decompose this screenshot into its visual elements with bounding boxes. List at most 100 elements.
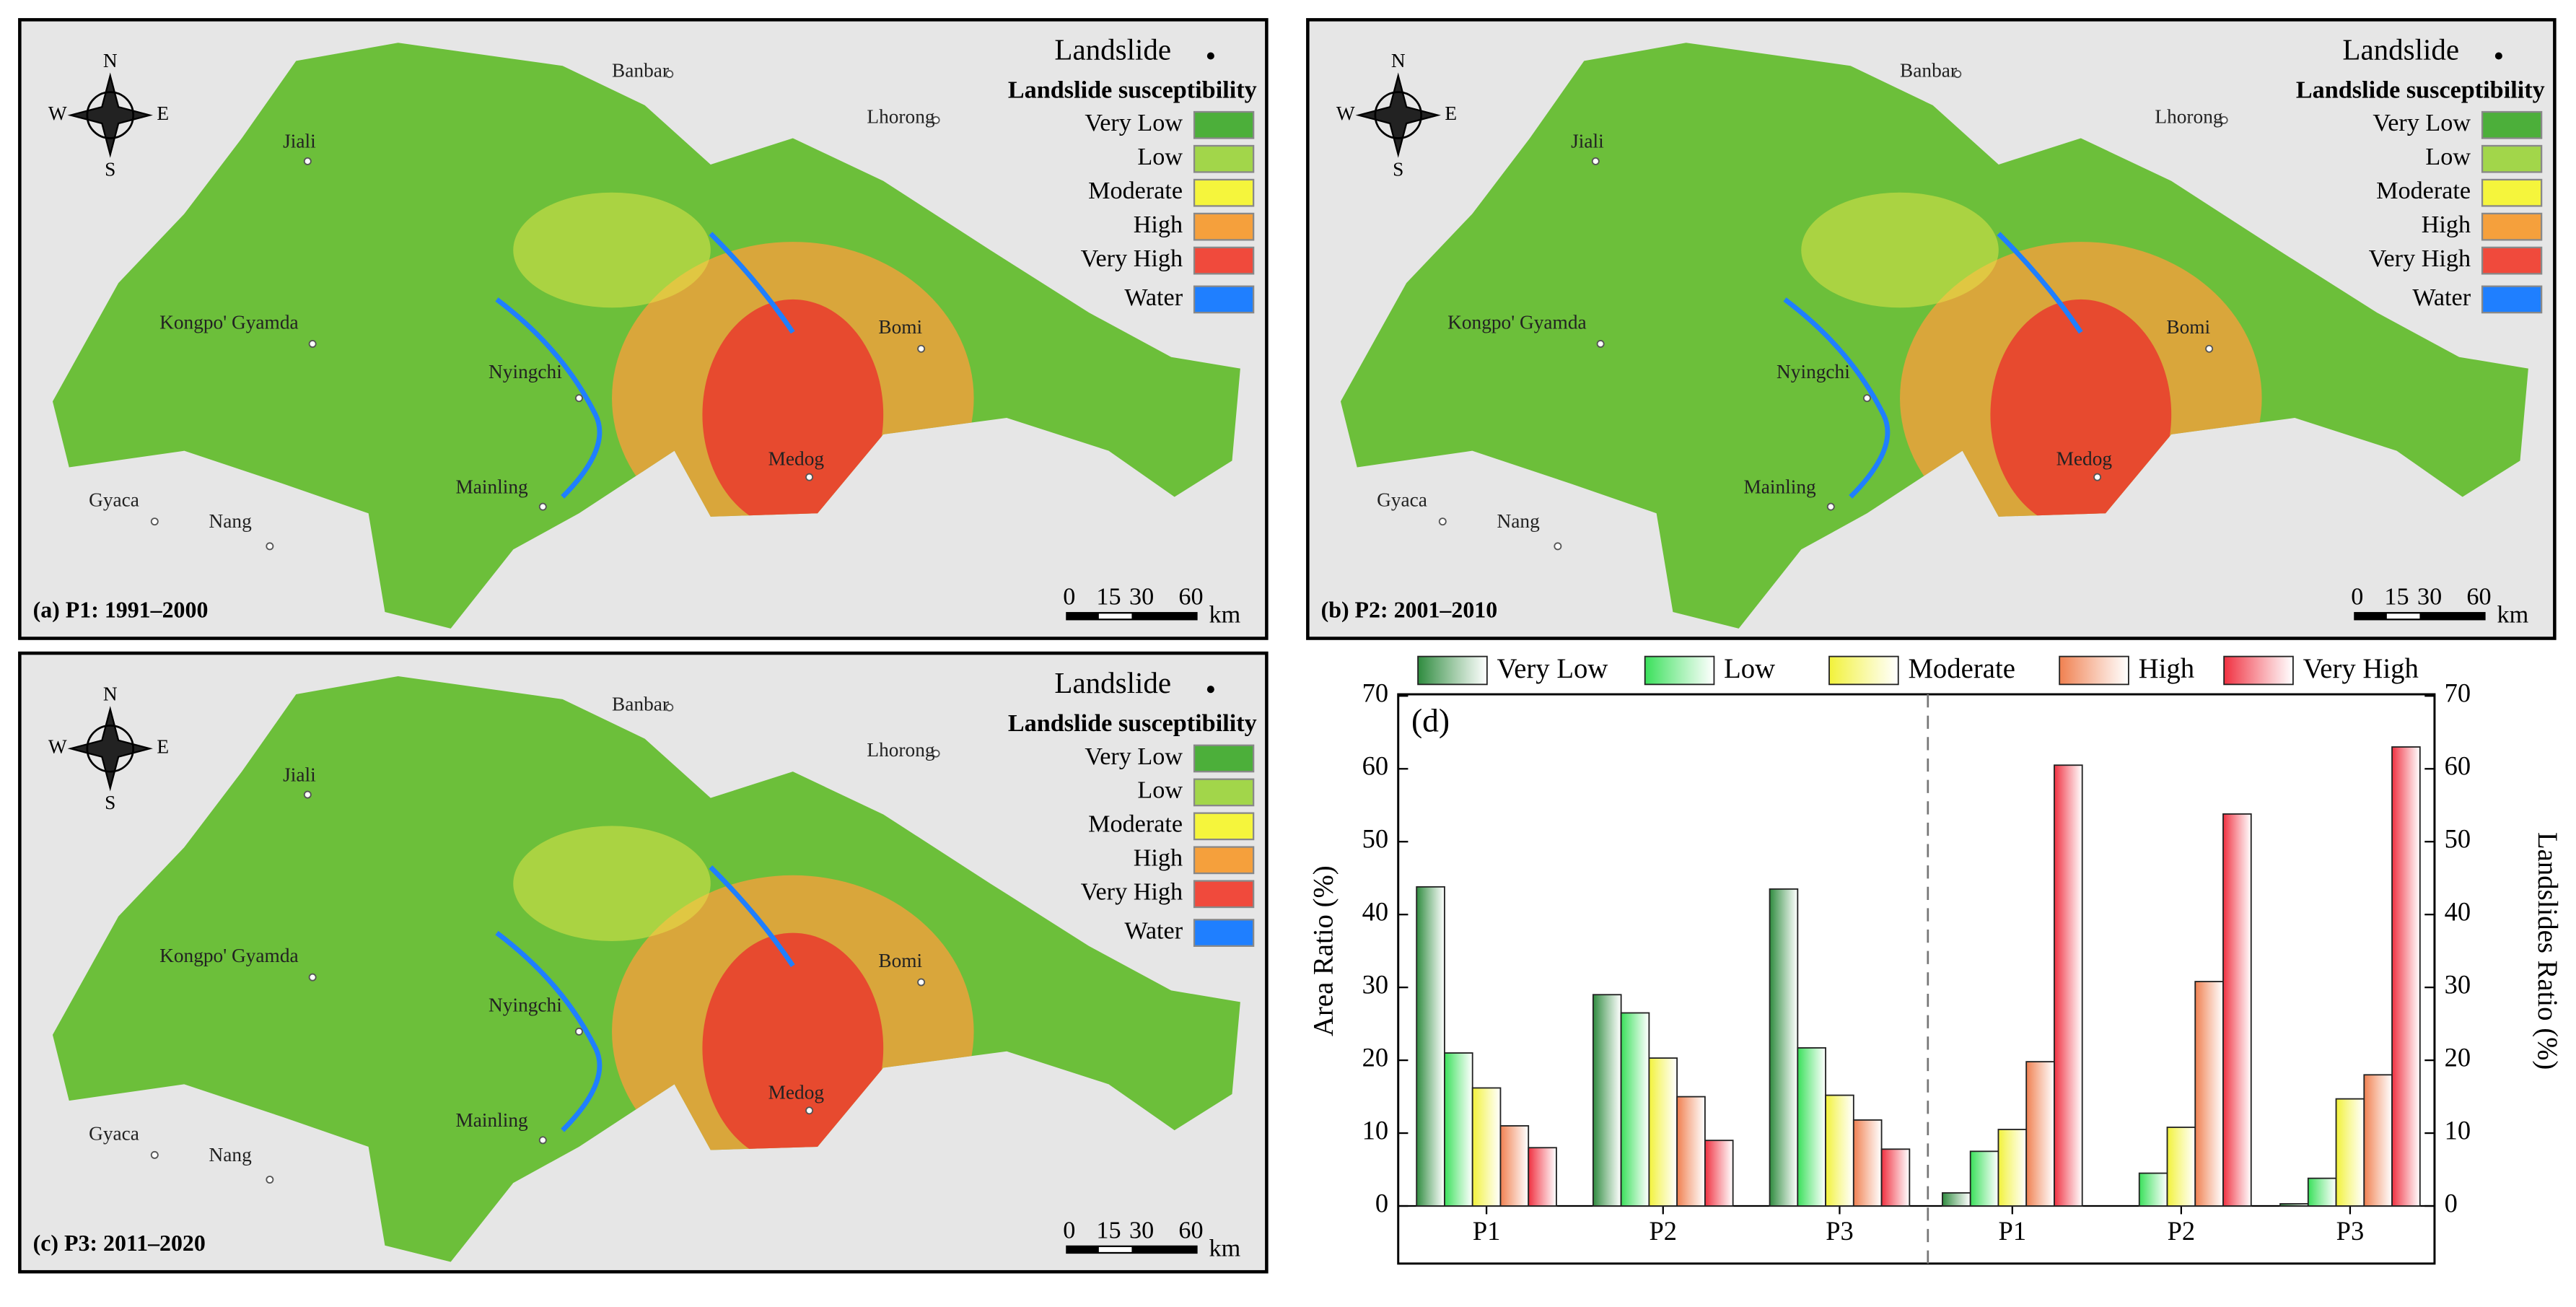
place-marker	[150, 1150, 159, 1159]
scale-label: 0	[1063, 1217, 1075, 1243]
y2-tick-label: 0	[2445, 1189, 2458, 1218]
legend-swatch	[1644, 655, 1715, 686]
bar	[1416, 886, 1445, 1207]
legend-swatch	[2481, 285, 2543, 314]
compass-letter: W	[1336, 102, 1355, 124]
river	[495, 232, 795, 499]
panel-annotation: (d)	[1411, 702, 1450, 739]
compass-letter: N	[1391, 50, 1406, 71]
scale-label: 15	[1096, 1217, 1121, 1243]
legend-swatch	[2481, 178, 2543, 207]
place-label: Jiali	[1571, 131, 1604, 152]
place-marker	[1596, 339, 1605, 348]
y2-axis-title: Landslides Ratio (%)	[2532, 832, 2563, 1070]
legend-title: Landslide susceptibility	[1008, 710, 1257, 737]
place-label: Bomi	[878, 950, 922, 971]
y-tick-label: 0	[1375, 1189, 1388, 1218]
legend-swatch	[2223, 655, 2294, 686]
panel-label: (c) P3: 2011–2020	[33, 1230, 206, 1256]
legend-swatch	[1193, 212, 1255, 241]
legend-label: Moderate	[1088, 178, 1183, 204]
legend-swatch	[1193, 846, 1255, 875]
legend-label: Very Low	[1085, 743, 1183, 770]
panel-label: (b) P2: 2001–2010	[1321, 597, 1498, 622]
place-label: Lhorong	[867, 105, 934, 127]
very-high-zone	[702, 932, 884, 1163]
moderate-zone	[513, 826, 711, 941]
legend-label: Very High	[2303, 653, 2419, 684]
place-marker	[665, 703, 674, 712]
legend-landslide: Landslide	[1054, 666, 1171, 699]
scale-label: 60	[1178, 584, 1203, 611]
scale-bar	[2354, 612, 2486, 621]
y-tick-label: 10	[1362, 1116, 1388, 1145]
bar	[1648, 1057, 1678, 1207]
legend-title: Landslide susceptibility	[1008, 77, 1257, 104]
legend-swatch	[1193, 880, 1255, 909]
scale-bar-seg	[1098, 613, 1132, 619]
scale-label: 60	[2466, 584, 2491, 611]
place-label: Banbar	[612, 60, 669, 82]
bar	[1704, 1140, 1734, 1207]
place-label: Gyaca	[89, 1122, 139, 1144]
map-panel: Banbar Lhorong Jiali Kongpo' Gyamda Bomi Nyin…	[1306, 18, 2557, 640]
place-label: Bomi	[878, 316, 922, 338]
legend-label: Low	[1137, 777, 1183, 804]
place-marker	[574, 394, 583, 403]
compass-star	[67, 706, 153, 792]
scale-label: 0	[2351, 584, 2363, 611]
scale-label: 15	[2384, 584, 2409, 611]
legend-label: Very High	[1081, 879, 1183, 906]
bar	[2138, 1172, 2168, 1207]
legend-label: High	[1134, 211, 1183, 238]
legend-label: Water	[1124, 284, 1183, 311]
legend-swatch	[1193, 144, 1255, 173]
y2-tick-label: 70	[2445, 679, 2471, 708]
place-label: Lhorong	[867, 739, 934, 761]
compass-star	[67, 72, 153, 158]
compass-letter: W	[48, 102, 67, 124]
legend-landslide-dot	[1206, 52, 1214, 60]
place-label: Gyaca	[1377, 489, 1427, 511]
scale-bar-seg	[1098, 1247, 1132, 1252]
place-label: Nyingchi	[489, 994, 562, 1015]
compass-letter: E	[157, 736, 169, 758]
place-marker	[917, 344, 926, 353]
y2-tick-label: 30	[2445, 971, 2471, 1000]
place-marker	[932, 115, 940, 124]
place-label: Bomi	[2166, 316, 2210, 338]
bar	[1444, 1052, 1473, 1207]
legend-swatch	[1828, 655, 1899, 686]
bar	[1676, 1096, 1706, 1207]
compass: N S W E	[48, 683, 169, 813]
scale-unit: km	[1209, 1235, 1241, 1262]
scale-unit: km	[2497, 602, 2529, 629]
legend-landslide-dot	[2494, 52, 2502, 60]
x-tick-label: P2	[1650, 1217, 1678, 1246]
legend-swatch	[1193, 812, 1255, 841]
place-marker	[538, 1136, 547, 1145]
compass-letter: E	[1445, 102, 1457, 124]
legend-label: High	[2139, 653, 2195, 684]
place-marker	[1862, 394, 1871, 403]
place-label: Mainling	[1743, 476, 1816, 497]
place-label: Nang	[1497, 510, 1541, 532]
place-label: Nyingchi	[489, 361, 562, 383]
place-marker	[303, 157, 312, 165]
bar	[2194, 981, 2224, 1207]
place-label: Banbar	[1900, 60, 1957, 82]
legend-swatch	[1193, 919, 1255, 947]
bar	[2363, 1074, 2393, 1207]
legend-label: Water	[1124, 917, 1183, 944]
legend-label: Very Low	[1085, 110, 1183, 136]
bar	[1471, 1087, 1502, 1207]
y2-tick-label: 40	[2445, 898, 2471, 927]
place-label: Nang	[209, 1144, 253, 1166]
compass-letter: S	[105, 792, 115, 813]
scale-label: 15	[1096, 584, 1121, 611]
legend-swatch	[1193, 110, 1255, 139]
legend-swatch	[2481, 110, 2543, 139]
legend-title: Landslide susceptibility	[2296, 77, 2545, 104]
legend-label: High	[1134, 845, 1183, 872]
place-marker	[1591, 157, 1600, 165]
